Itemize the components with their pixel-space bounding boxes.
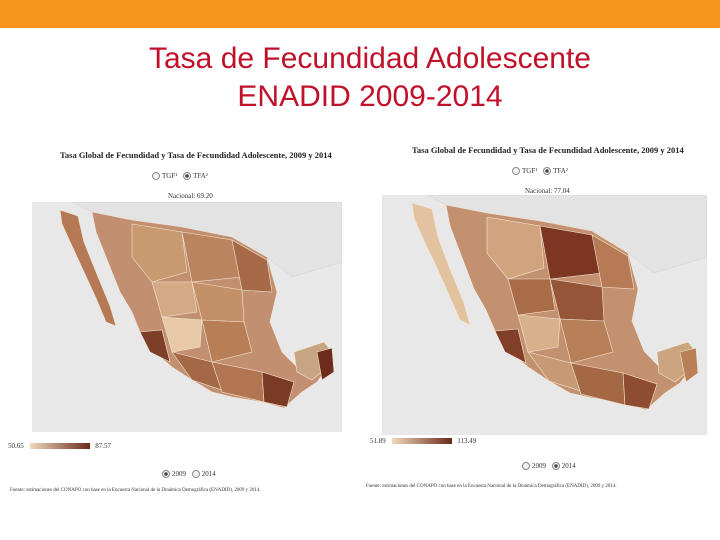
radio-year-2014[interactable] — [551, 462, 560, 471]
radio-year-2009[interactable] — [162, 470, 170, 479]
baja-california-region — [59, 209, 117, 327]
color-legend: 50.65 87.57 — [8, 442, 111, 450]
radio-year-2009-label: 2009 — [172, 470, 186, 478]
radio-year-2009-label: 2009 — [532, 462, 546, 470]
source-note: Fuente: estimaciones del CONAPO con base… — [366, 484, 617, 489]
map-panel-2014: Tasa Global de Fecundidad y Tasa de Fecu… — [360, 135, 712, 500]
map-panel-2009: Tasa Global de Fecundidad y Tasa de Fecu… — [8, 140, 348, 500]
indicator-radio-group: TGF¹ TFA² — [508, 167, 568, 176]
radio-tfa[interactable] — [183, 172, 192, 181]
radio-year-2009[interactable] — [522, 462, 530, 471]
legend-gradient-bar — [391, 438, 452, 445]
legend-gradient-bar — [29, 443, 90, 450]
legend-min: 50.65 — [8, 442, 24, 450]
radio-tfa-label: TFA² — [193, 172, 208, 180]
map-title: Tasa Global de Fecundidad y Tasa de Fecu… — [60, 150, 332, 160]
radio-tfa[interactable] — [543, 167, 552, 176]
slide-title: Tasa de Fecundidad Adolescente ENADID 20… — [0, 40, 720, 116]
radio-year-2014[interactable] — [191, 470, 200, 479]
slide-title-line2: ENADID 2009-2014 — [237, 80, 503, 113]
radio-tgf-label: TGF¹ — [162, 172, 178, 180]
radio-year-2014-label: 2014 — [201, 470, 216, 478]
year-radio-group: 2009 2014 — [518, 462, 576, 471]
radio-tgf[interactable] — [512, 167, 520, 176]
year-radio-group: 2009 2014 — [158, 470, 216, 479]
legend-min: 51.89 — [370, 437, 386, 445]
mexico-choropleth-map — [32, 202, 342, 432]
map-title: Tasa Global de Fecundidad y Tasa de Fecu… — [412, 145, 684, 155]
baja-california-region — [411, 202, 471, 326]
legend-max: 113.49 — [457, 437, 477, 445]
radio-year-2014-label: 2014 — [561, 462, 576, 470]
radio-tgf-label: TGF¹ — [522, 167, 538, 175]
slide-title-line1: Tasa de Fecundidad Adolescente — [149, 42, 591, 75]
top-accent-bar — [0, 0, 720, 28]
color-legend: 51.89 113.49 — [370, 437, 476, 445]
legend-max: 87.57 — [95, 442, 111, 450]
mexico-choropleth-map — [382, 195, 707, 435]
national-value: Nacional: 77.04 — [525, 187, 570, 195]
radio-tfa-label: TFA² — [553, 167, 568, 175]
radio-tgf[interactable] — [152, 172, 160, 181]
source-note: Fuente: estimaciones del CONAPO con base… — [10, 488, 261, 493]
indicator-radio-group: TGF¹ TFA² — [148, 172, 208, 181]
national-value: Nacional: 69.20 — [168, 192, 213, 200]
